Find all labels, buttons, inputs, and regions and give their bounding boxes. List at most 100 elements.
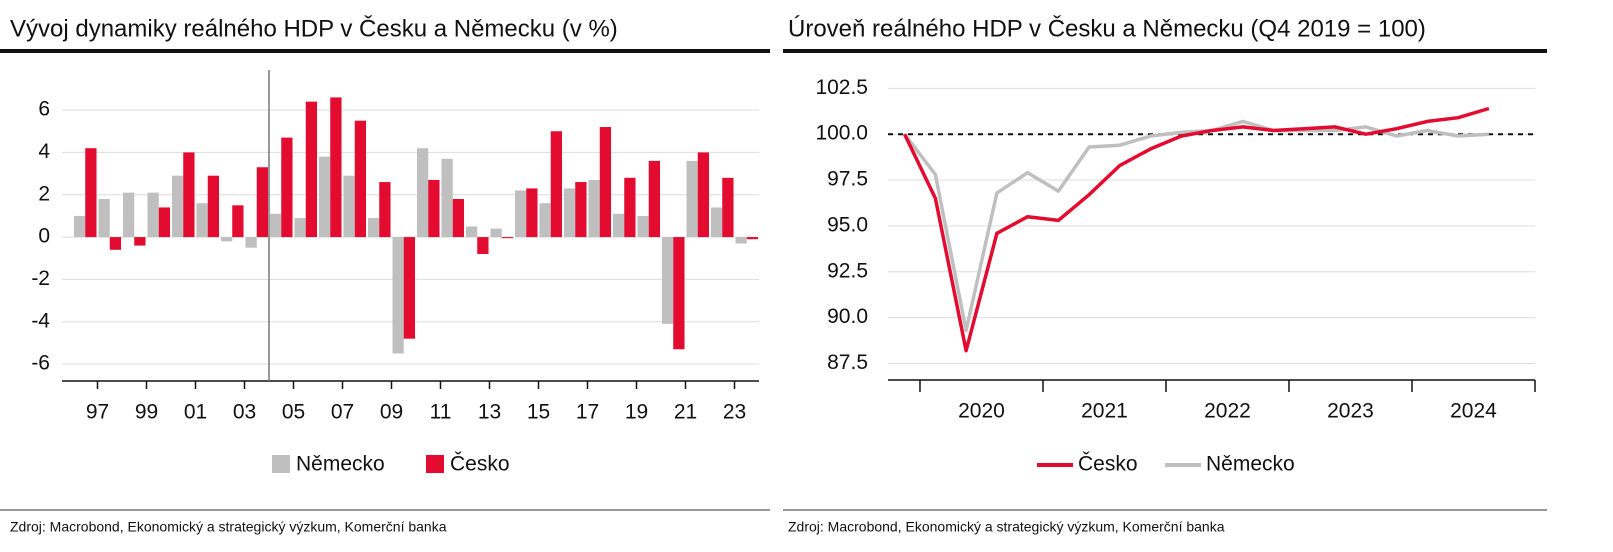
y-tick-label: 0 [38, 225, 50, 248]
bar [735, 237, 747, 244]
y-tick-label: 87.5 [827, 351, 868, 374]
bar [441, 158, 453, 238]
bar [686, 160, 698, 238]
chart-title: Vývoj dynamiky reálného HDP v Česku a Ně… [10, 14, 618, 42]
bar [746, 237, 759, 240]
bar [220, 237, 233, 242]
bar [294, 218, 306, 238]
bar [477, 237, 489, 255]
bar [599, 127, 612, 238]
bar [514, 190, 527, 238]
y-tick-label: 4 [38, 140, 50, 163]
x-tick-label: 2021 [1081, 400, 1128, 423]
x-tick-label: 19 [625, 401, 648, 424]
line [903, 119, 1490, 333]
bar [661, 237, 674, 324]
bar [85, 148, 97, 238]
bar [403, 237, 416, 339]
bar [196, 203, 208, 238]
y-tick-label: -4 [31, 309, 50, 332]
bar [269, 213, 282, 238]
x-tick-label: 07 [331, 401, 354, 424]
y-tick-label: 92.5 [827, 259, 868, 282]
bar [673, 237, 685, 350]
bar [416, 148, 429, 238]
bar [207, 175, 220, 238]
y-tick-label: 2 [38, 182, 50, 205]
bar [354, 120, 367, 238]
bar [563, 188, 576, 238]
bar [281, 137, 293, 238]
x-tick-label: 97 [86, 401, 109, 424]
bar [697, 152, 710, 238]
y-tick-label: 100.0 [815, 122, 868, 145]
x-tick-label: 2022 [1204, 400, 1251, 423]
x-tick-label: 17 [576, 401, 599, 424]
y-tick-label: 95.0 [827, 213, 868, 236]
x-tick-label: 21 [674, 401, 697, 424]
bar [122, 192, 135, 238]
legend-swatch [426, 455, 444, 473]
bar [109, 237, 122, 250]
bar [343, 175, 355, 238]
bar [539, 203, 551, 238]
x-tick-label: 13 [478, 401, 501, 424]
bar [722, 177, 734, 238]
x-tick-label: 2024 [1450, 400, 1497, 423]
bar [648, 160, 661, 238]
x-tick-label: 2023 [1327, 400, 1374, 423]
bar [526, 188, 538, 238]
footer-rule [0, 509, 770, 511]
legend-label: Česko [450, 453, 510, 476]
bar [624, 177, 636, 238]
bar [183, 152, 195, 238]
x-tick-label: 23 [723, 401, 746, 424]
bar [710, 207, 723, 238]
y-tick-label: 6 [38, 98, 50, 121]
bar [392, 237, 404, 354]
x-tick-label: 09 [380, 401, 403, 424]
bar [367, 218, 380, 238]
bar [134, 237, 146, 246]
bar [256, 167, 269, 238]
x-tick-label: 15 [527, 401, 550, 424]
bar [73, 215, 86, 238]
footer-rule [783, 509, 1547, 511]
bar [232, 205, 244, 238]
bar [330, 97, 342, 238]
source: Zdroj: Macrobond, Ekonomický a strategic… [10, 519, 447, 535]
x-tick-label: 99 [135, 401, 158, 424]
y-tick-label: 90.0 [827, 305, 868, 328]
bar [575, 182, 587, 238]
bar [318, 156, 331, 238]
x-tick-label: 11 [430, 401, 452, 424]
bar [147, 192, 159, 238]
bar [550, 131, 563, 238]
bar [612, 213, 625, 238]
bar [465, 226, 478, 238]
bar [171, 175, 184, 238]
chart-title: Úroveň reálného HDP v Česku a Německu (Q… [788, 14, 1426, 42]
source: Zdroj: Macrobond, Ekonomický a strategic… [788, 519, 1225, 535]
bar [588, 179, 600, 238]
bar [490, 228, 502, 238]
bar [452, 198, 465, 238]
x-tick-label: 01 [184, 401, 207, 424]
legend-swatch [272, 455, 290, 473]
y-tick-label: -6 [31, 352, 50, 375]
legend-label: Česko [1078, 453, 1138, 476]
bar [379, 182, 391, 238]
title-rule [0, 49, 770, 53]
y-tick-label: 102.5 [815, 76, 868, 99]
title-rule [783, 49, 1547, 53]
x-tick-label: 03 [233, 401, 256, 424]
bar [637, 215, 649, 238]
y-tick-label: 97.5 [827, 168, 868, 191]
bar [98, 198, 110, 238]
line [903, 106, 1490, 353]
x-tick-label: 05 [282, 401, 305, 424]
bar [245, 237, 257, 248]
legend-label: Německo [1206, 453, 1295, 476]
bar [428, 179, 440, 238]
